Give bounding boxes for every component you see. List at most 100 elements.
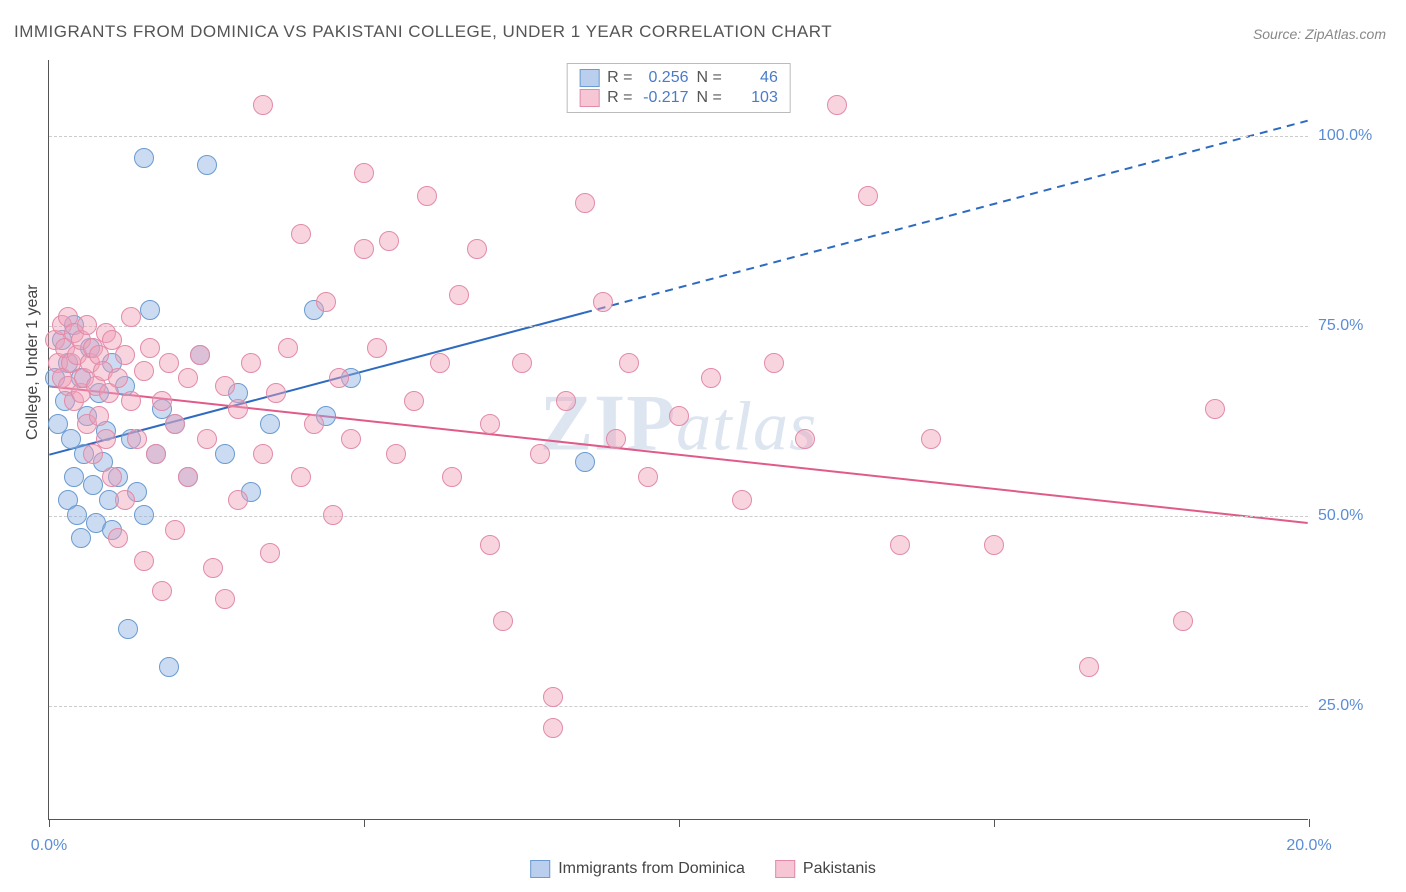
data-point [178,467,198,487]
data-point [543,687,563,707]
gridline [49,706,1308,707]
n-value-pink: 103 [730,89,778,107]
data-point [304,414,324,434]
data-point [354,163,374,183]
data-point [121,307,141,327]
legend-correlation: R = 0.256 N = 46 R = -0.217 N = 103 [566,63,791,113]
data-point [575,452,595,472]
data-point [329,368,349,388]
gridline [49,326,1308,327]
data-point [493,611,513,631]
xtick [679,819,680,827]
data-point [1079,657,1099,677]
ytick-label: 50.0% [1318,507,1388,525]
data-point [228,490,248,510]
data-point [323,505,343,525]
data-point [606,429,626,449]
r-label: R = [607,69,632,87]
data-point [83,475,103,495]
data-point [215,589,235,609]
data-point [386,444,406,464]
swatch-pink-icon [775,860,795,878]
data-point [159,353,179,373]
data-point [480,414,500,434]
data-point [638,467,658,487]
ytick-label: 75.0% [1318,317,1388,335]
data-point [127,429,147,449]
data-point [467,239,487,259]
data-point [121,391,141,411]
xtick [364,819,365,827]
data-point [134,361,154,381]
data-point [556,391,576,411]
chart-title: IMMIGRANTS FROM DOMINICA VS PAKISTANI CO… [14,22,832,42]
data-point [764,353,784,373]
xtick-label: 0.0% [31,837,67,855]
data-point [512,353,532,373]
data-point [241,353,261,373]
data-point [178,368,198,388]
data-point [430,353,450,373]
data-point [619,353,639,373]
data-point [146,444,166,464]
legend-series: Immigrants from Dominica Pakistanis [530,860,876,878]
data-point [118,619,138,639]
data-point [152,391,172,411]
data-point [417,186,437,206]
data-point [543,718,563,738]
data-point [278,338,298,358]
legend-label-blue: Immigrants from Dominica [558,860,745,878]
data-point [669,406,689,426]
legend-row-pink: R = -0.217 N = 103 [579,88,778,108]
source-label: Source: ZipAtlas.com [1253,26,1386,42]
xtick [994,819,995,827]
data-point [442,467,462,487]
data-point [890,535,910,555]
data-point [367,338,387,358]
data-point [102,467,122,487]
xtick-label: 20.0% [1286,837,1331,855]
data-point [77,315,97,335]
data-point [228,399,248,419]
data-point [260,543,280,563]
data-point [71,528,91,548]
data-point [984,535,1004,555]
legend-item-pink: Pakistanis [775,860,876,878]
data-point [1173,611,1193,631]
data-point [96,429,116,449]
data-point [134,505,154,525]
data-point [64,467,84,487]
data-point [159,657,179,677]
r-value-blue: 0.256 [641,69,689,87]
data-point [732,490,752,510]
data-point [140,338,160,358]
y-axis-label: College, Under 1 year [24,284,42,440]
data-point [341,429,361,449]
data-point [795,429,815,449]
data-point [260,414,280,434]
data-point [134,551,154,571]
data-point [67,505,87,525]
ytick-label: 25.0% [1318,697,1388,715]
data-point [291,467,311,487]
plot-area: ZIPatlas R = 0.256 N = 46 R = -0.217 N =… [48,60,1308,820]
data-point [858,186,878,206]
data-point [530,444,550,464]
data-point [108,528,128,548]
data-point [140,300,160,320]
n-value-blue: 46 [730,69,778,87]
n-label: N = [697,69,722,87]
legend-label-pink: Pakistanis [803,860,876,878]
legend-row-blue: R = 0.256 N = 46 [579,68,778,88]
data-point [115,345,135,365]
data-point [449,285,469,305]
data-point [1205,399,1225,419]
data-point [134,148,154,168]
data-point [253,95,273,115]
ytick-label: 100.0% [1318,127,1388,145]
data-point [827,95,847,115]
xtick [49,819,50,827]
data-point [215,376,235,396]
gridline [49,516,1308,517]
data-point [291,224,311,244]
